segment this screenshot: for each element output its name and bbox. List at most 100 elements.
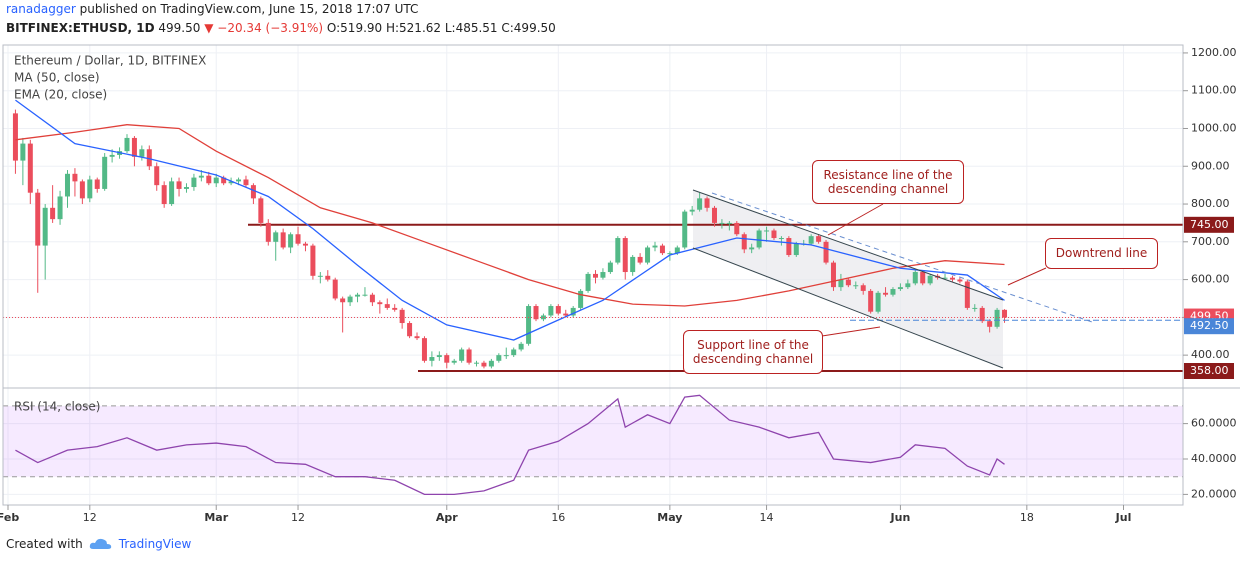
candle-body	[94, 179, 100, 189]
x-tick-label: Apr	[436, 511, 458, 524]
legend-entry: EMA (20, close)	[14, 88, 107, 102]
candle-body	[451, 360, 457, 363]
symbol-line: BITFINEX:ETHUSD, 1D 499.50 ▼ −20.34 (−3.…	[6, 21, 556, 35]
candle-body	[622, 238, 628, 273]
candle-body	[377, 302, 383, 305]
candle-body	[674, 247, 680, 254]
candle-body	[719, 222, 725, 224]
candle-body	[868, 290, 874, 312]
candle-body	[466, 349, 472, 363]
x-tick-label: Jun	[890, 511, 911, 524]
candle-body	[243, 179, 249, 186]
y-tick-label: 800.00	[1191, 197, 1230, 210]
candle-body	[667, 253, 673, 255]
footer: Created with TradingView	[6, 536, 191, 552]
ohlc: O:519.90 H:521.62 L:485.51 C:499.50	[326, 21, 556, 35]
brand[interactable]: TradingView	[118, 537, 192, 551]
candle-body	[533, 306, 539, 320]
candle-body	[169, 181, 175, 205]
candle-body	[600, 272, 606, 278]
candle-body	[823, 241, 829, 263]
support-line	[692, 247, 1004, 369]
x-tick-label: 16	[551, 511, 565, 524]
candle-body	[295, 234, 301, 244]
candle-body	[421, 338, 427, 361]
legend-entry: MA (50, close)	[14, 71, 100, 85]
candle-body	[615, 238, 621, 263]
y-tick-label: 60.0000	[1191, 417, 1237, 430]
candle-body	[444, 355, 450, 363]
candle-body	[749, 247, 755, 250]
candle-body	[124, 137, 130, 152]
candle-body	[87, 179, 93, 199]
candle-body	[258, 198, 264, 223]
candle-body	[496, 355, 502, 361]
candle-body	[942, 277, 948, 279]
candle-body	[310, 245, 316, 276]
candle-body	[355, 294, 361, 297]
candle-body	[890, 289, 896, 295]
x-tick-label: 12	[291, 511, 305, 524]
y-tick-label: 1000.00	[1191, 121, 1237, 134]
level-label-box	[1184, 216, 1234, 233]
x-tick-label: 14	[760, 511, 774, 524]
author[interactable]: ranadagger	[6, 2, 76, 16]
candle-body	[131, 137, 137, 157]
candle-body	[518, 343, 524, 350]
candle-body	[198, 175, 204, 178]
candle-body	[778, 238, 784, 240]
published: published on TradingView.com, June 15, 2…	[79, 2, 419, 16]
candle-body	[563, 313, 569, 316]
candle-body	[369, 294, 375, 303]
candle-body	[79, 181, 85, 199]
y-tick-label: 40.0000	[1191, 452, 1237, 465]
candle-body	[682, 211, 688, 248]
candle-body	[607, 262, 613, 273]
x-tick-label: May	[657, 511, 682, 524]
legend-entry: RSI (14, close)	[14, 400, 100, 414]
candle-body	[630, 256, 636, 273]
candle-body	[734, 222, 740, 235]
candle-body	[972, 307, 978, 309]
candle-body	[176, 181, 182, 189]
candle-body	[35, 192, 41, 246]
candle-body	[526, 306, 532, 344]
chart: 400.00500.00600.00700.00800.00900.001000…	[0, 44, 1240, 524]
candle-body	[429, 357, 435, 361]
candle-body	[555, 306, 561, 314]
candle-body	[511, 349, 517, 356]
candle-body	[64, 173, 70, 197]
candle-body	[474, 362, 480, 364]
candle-body	[109, 154, 115, 157]
connector	[827, 203, 884, 236]
candle-body	[288, 234, 294, 248]
candle-body	[72, 173, 78, 182]
x-tick-label: Feb	[0, 511, 19, 524]
candle-body	[236, 179, 242, 182]
level-label-box	[1184, 363, 1234, 380]
candle-body	[27, 143, 33, 193]
candle-body	[585, 273, 591, 291]
y-tick-label: 900.00	[1191, 159, 1230, 172]
candle-body	[637, 256, 643, 263]
y-tick-label: 400.00	[1191, 348, 1230, 361]
candle-body	[102, 156, 108, 189]
trend-lines	[692, 189, 1093, 369]
candle-body	[897, 287, 903, 290]
change: −20.34 (−3.91%)	[217, 21, 324, 35]
candle-body	[927, 275, 933, 284]
rsi-band	[3, 405, 1183, 477]
y-tick-label: 1100.00	[1191, 84, 1237, 97]
candle-body	[213, 177, 219, 184]
candle-body	[838, 279, 844, 288]
connector	[821, 326, 881, 337]
candle-body	[905, 283, 911, 288]
candle-body	[325, 275, 331, 280]
candle-body	[332, 279, 338, 299]
candle-body	[883, 292, 889, 295]
candle-body	[979, 307, 985, 322]
candle-body	[689, 209, 695, 212]
candle-body	[593, 273, 598, 278]
candle-body	[659, 245, 665, 254]
x-tick-label: Jul	[1115, 511, 1132, 524]
